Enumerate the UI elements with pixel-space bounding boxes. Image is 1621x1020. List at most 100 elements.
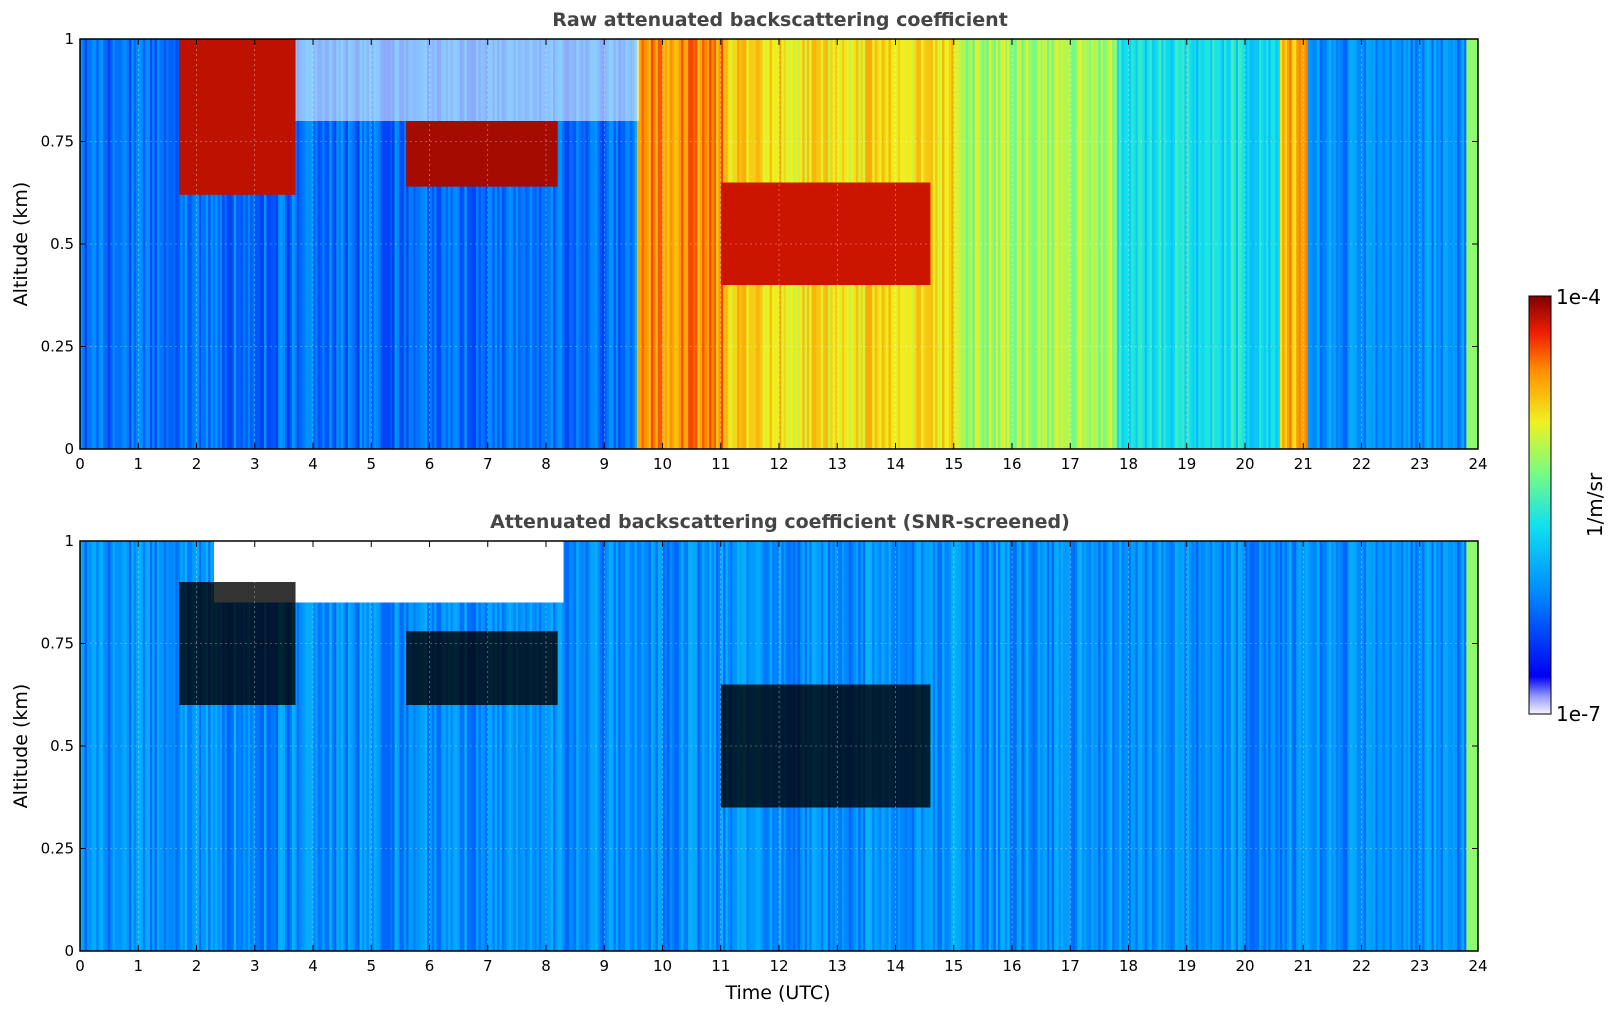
x-tick-label: 14 [886, 957, 905, 975]
heatmap-column [497, 39, 500, 449]
heatmap-column [462, 541, 466, 951]
heatmap-column [1251, 39, 1255, 449]
heatmap-column [212, 541, 216, 951]
heatmap-column [166, 541, 170, 951]
heatmap-column [1116, 541, 1120, 951]
heatmap-column [1186, 541, 1190, 951]
heatmap-column [135, 39, 139, 449]
heatmap-column [972, 39, 976, 449]
heatmap-column [382, 541, 386, 951]
heatmap-column [1028, 541, 1032, 951]
heatmap-column [662, 541, 666, 951]
heatmap-column [301, 39, 305, 449]
heatmap-column [1412, 541, 1416, 951]
heatmap-column [688, 541, 692, 951]
heatmap-column [1422, 39, 1426, 449]
heatmap-column [408, 541, 412, 951]
heatmap-column [1277, 541, 1281, 951]
heatmap-column [170, 39, 174, 449]
heatmap-column [967, 39, 971, 449]
heatmap-column [1133, 39, 1137, 449]
heatmap-column [275, 541, 279, 951]
heatmap-column [1391, 39, 1395, 449]
heatmap-column [1130, 541, 1134, 951]
heatmap-column [196, 39, 200, 449]
heatmap-column [306, 39, 309, 449]
heatmap-column [236, 39, 240, 449]
heatmap-column [1296, 541, 1300, 951]
heatmap-column [606, 39, 610, 449]
x-tick-label: 2 [192, 957, 202, 975]
heatmap-column [492, 39, 496, 449]
heatmap-column [366, 541, 370, 951]
heatmap-column [1403, 39, 1407, 449]
heatmap-column [1032, 39, 1036, 449]
heatmap-column [1242, 541, 1246, 951]
heatmap-column [410, 541, 414, 951]
heatmap-column [620, 541, 624, 951]
heatmap-column [1396, 39, 1400, 449]
grid-screened [80, 541, 1478, 951]
x-tick-label: 11 [711, 957, 730, 975]
heatmap-column [231, 39, 235, 449]
heatmap-column [287, 541, 291, 951]
heatmap-column [112, 541, 116, 951]
heatmap-column [1352, 39, 1356, 449]
heatmap-column [653, 541, 657, 951]
heatmap-column [1377, 39, 1381, 449]
heatmap-column [986, 541, 990, 951]
x-tick-label: 19 [1177, 957, 1196, 975]
heatmap-column [1373, 541, 1377, 951]
heatmap-column [1461, 39, 1465, 449]
heatmap-column [615, 39, 619, 449]
heatmap-feature [406, 121, 558, 187]
heatmap-column [601, 541, 605, 951]
heatmap-column [611, 541, 615, 951]
x-axis-label: Time (UTC) [724, 982, 830, 1004]
heatmap-column [1156, 541, 1160, 951]
heatmap-column [371, 39, 375, 449]
heatmap-column [646, 39, 650, 449]
heatmap-column [697, 39, 701, 449]
heatmap-column [156, 541, 160, 951]
heatmap-column [138, 541, 142, 951]
heatmap-column [187, 541, 191, 951]
heatmap-column [201, 39, 205, 449]
heatmap-column [1128, 39, 1132, 449]
heatmap-column [187, 39, 191, 449]
heatmap-column [1242, 39, 1246, 449]
heatmap-column [271, 541, 274, 951]
heatmap-column [1191, 541, 1195, 951]
heatmap-column [1226, 541, 1230, 951]
heatmap-column [347, 541, 351, 951]
heatmap-column [1172, 39, 1176, 449]
x-tick-label: 12 [769, 455, 788, 473]
heatmap-column [1403, 541, 1407, 951]
y-tick-label: 0 [64, 942, 74, 960]
heatmap-column [371, 541, 375, 951]
heatmap-column [147, 39, 151, 449]
heatmap-column [252, 39, 256, 449]
heatmap-column [1370, 541, 1374, 951]
grid-raw [80, 39, 1478, 449]
heatmap-column [702, 39, 706, 449]
heatmap-column [960, 39, 964, 449]
heatmap-column [1142, 541, 1146, 951]
heatmap-column [471, 39, 475, 449]
heatmap-column [1412, 39, 1416, 449]
heatmap-column [718, 541, 722, 951]
heatmap-column [963, 39, 966, 449]
heatmap-column [1291, 541, 1295, 951]
heatmap-column [112, 39, 116, 449]
heatmap-column [552, 541, 556, 951]
heatmap-column [518, 541, 521, 951]
heatmap-column [317, 39, 321, 449]
heatmap-column [142, 39, 146, 449]
heatmap-column [1212, 39, 1216, 449]
heatmap-column [1098, 541, 1102, 951]
heatmap-column [1342, 39, 1346, 449]
heatmap-column [273, 39, 277, 449]
heatmap-column [1098, 39, 1102, 449]
heatmap-column [1321, 541, 1325, 951]
heatmap-column [1457, 541, 1460, 951]
